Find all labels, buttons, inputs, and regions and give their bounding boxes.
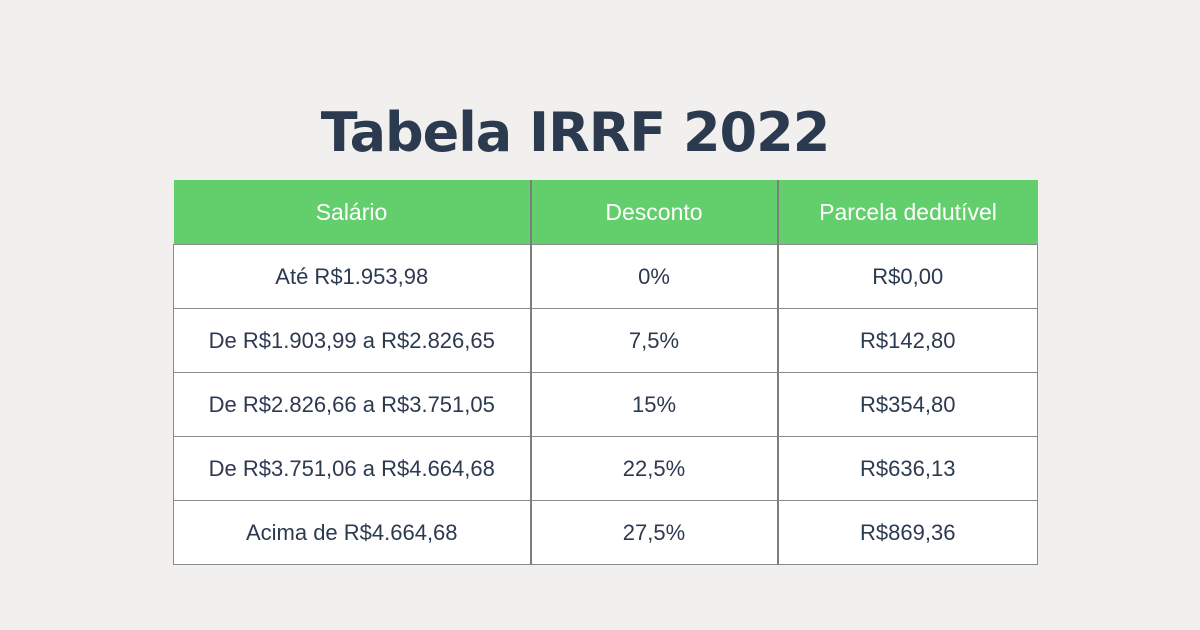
cell-salario: Acima de R$4.664,68 — [173, 500, 532, 565]
table-row: Acima de R$4.664,68 27,5% R$869,36 — [173, 500, 1038, 565]
cell-desconto: 0% — [530, 244, 779, 309]
header-desconto: Desconto — [529, 180, 779, 245]
cell-parcela: R$0,00 — [777, 244, 1038, 309]
page-title: Tabela IRRF 2022 — [320, 101, 831, 165]
cell-salario: De R$3.751,06 a R$4.664,68 — [173, 436, 532, 501]
header-parcela-dedutivel: Parcela dedutível — [776, 180, 1038, 245]
table-row: De R$3.751,06 a R$4.664,68 22,5% R$636,1… — [173, 436, 1038, 501]
cell-desconto: 7,5% — [530, 308, 779, 373]
table-row: De R$2.826,66 a R$3.751,05 15% R$354,80 — [173, 372, 1038, 437]
cell-salario: De R$2.826,66 a R$3.751,05 — [173, 372, 532, 437]
cell-parcela: R$636,13 — [777, 436, 1038, 501]
header-salario: Salário — [173, 180, 532, 245]
cell-parcela: R$142,80 — [777, 308, 1038, 373]
cell-desconto: 15% — [530, 372, 779, 437]
cell-salario: Até R$1.953,98 — [173, 244, 532, 309]
table-header-row: Salário Desconto Parcela dedutível — [173, 180, 1038, 245]
cell-desconto: 22,5% — [530, 436, 779, 501]
irrf-table: Salário Desconto Parcela dedutível Até R… — [173, 180, 1038, 565]
table-row: De R$1.903,99 a R$2.826,65 7,5% R$142,80 — [173, 308, 1038, 373]
table-row: Até R$1.953,98 0% R$0,00 — [173, 244, 1038, 309]
cell-parcela: R$354,80 — [777, 372, 1038, 437]
cell-parcela: R$869,36 — [777, 500, 1038, 565]
cell-salario: De R$1.903,99 a R$2.826,65 — [173, 308, 532, 373]
cell-desconto: 27,5% — [530, 500, 779, 565]
